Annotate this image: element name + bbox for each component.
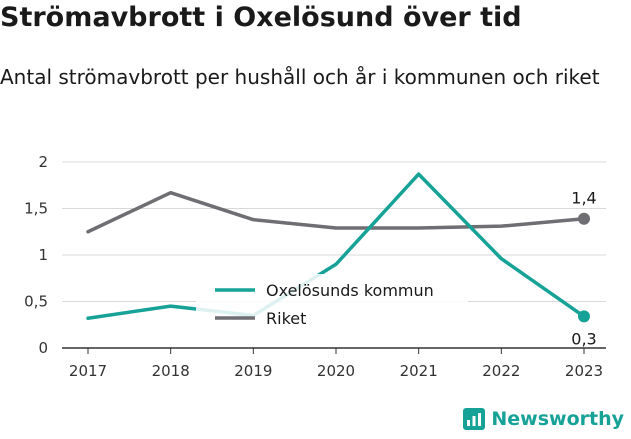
x-tick-label: 2022: [482, 362, 520, 380]
y-tick-label: 0: [38, 339, 48, 357]
oxelosund-end-label: 0,3: [571, 329, 596, 348]
x-tick-label: 2017: [69, 362, 107, 380]
oxelosund-series-line: [86, 172, 586, 320]
brand-name: Newsworthy: [491, 408, 624, 430]
x-tick-label: 2021: [400, 362, 438, 380]
y-tick-label: 2: [38, 153, 48, 171]
legend-item-oxelosund-label: Oxelösunds kommun: [266, 281, 434, 300]
x-tick-label: 2018: [152, 362, 190, 380]
y-tick-label: 0,5: [24, 293, 48, 311]
oxelosund-end-point: [578, 310, 590, 323]
riket-end-label: 1,4: [571, 189, 596, 208]
y-tick-label: 1: [38, 246, 48, 264]
y-tick-label: 1,5: [24, 200, 48, 218]
riket-series-line: [86, 190, 586, 234]
newsworthy-logo: Newsworthy: [463, 408, 624, 430]
legend-background: [196, 274, 468, 334]
chart-subtitle: Antal strömavbrott per hushåll och år i …: [0, 65, 600, 89]
x-tick-label: 2023: [565, 362, 603, 380]
x-tick-label: 2019: [234, 362, 272, 380]
newsworthy-chart-icon: [463, 408, 486, 430]
x-tick-label: 2020: [317, 362, 355, 380]
legend-item-riket-label: Riket: [266, 309, 306, 328]
riket-end-point: [578, 212, 590, 225]
chart-title: Strömavbrott i Oxelösund över tid: [0, 2, 522, 33]
